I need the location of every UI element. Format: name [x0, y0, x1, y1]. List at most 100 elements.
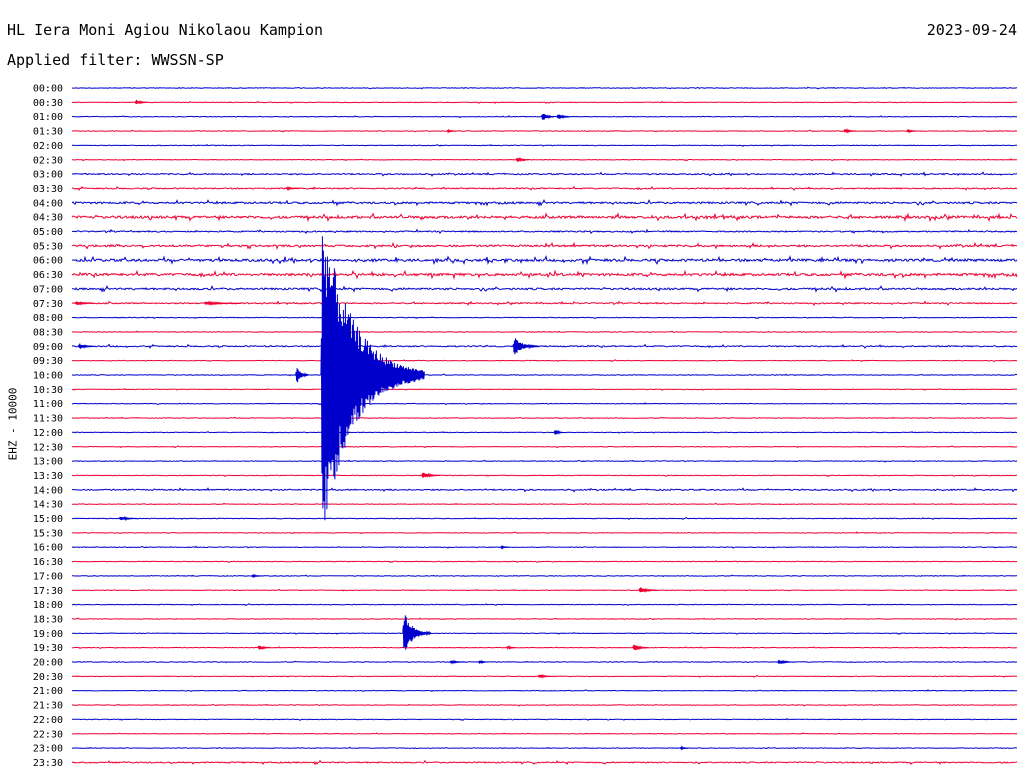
time-label-1700: 17:00	[33, 571, 63, 582]
trace-0630	[71, 269, 1018, 280]
event-2000-24	[449, 659, 466, 665]
time-label-0130: 01:30	[33, 127, 63, 138]
time-label-0100: 01:00	[33, 112, 63, 123]
trace-2300	[71, 746, 1017, 750]
event-2000-26	[777, 659, 794, 665]
event-1200-14	[553, 429, 564, 435]
trace-1200	[71, 430, 1018, 434]
trace-1700	[71, 574, 1017, 578]
trace-1330	[71, 474, 1018, 477]
trace-0000	[71, 86, 1018, 90]
event-0100-1	[540, 113, 555, 120]
trace-0900	[71, 343, 1018, 349]
trace-0700	[71, 285, 1018, 293]
trace-0800	[71, 316, 1017, 320]
trace-1500	[71, 516, 1018, 520]
trace-1730	[71, 588, 1017, 592]
time-label-1230: 12:30	[33, 442, 63, 453]
trace-0530	[71, 241, 1018, 250]
time-label-0800: 08:00	[33, 313, 63, 324]
station-title: HL Iera Moni Agiou Nikolaou Kampion	[7, 21, 324, 39]
trace-0300	[71, 171, 1018, 177]
time-label-1030: 10:30	[33, 385, 63, 396]
event-2030-27	[537, 673, 551, 679]
trace-2100	[71, 689, 1018, 693]
time-label-2200: 22:00	[33, 715, 63, 726]
trace-1800	[71, 603, 1017, 607]
event-1600-17	[500, 544, 510, 550]
trace-0500	[71, 228, 1017, 235]
time-label-1500: 15:00	[33, 514, 63, 525]
trace-1930	[71, 646, 1018, 650]
event-2300-28	[679, 745, 690, 751]
trace-1600	[71, 545, 1018, 549]
trace-1400	[71, 487, 1018, 493]
time-label-1630: 16:30	[33, 557, 63, 568]
time-label-0730: 07:30	[33, 299, 63, 310]
trace-0030	[71, 100, 1018, 104]
time-label-1930: 19:30	[33, 643, 63, 654]
trace-1530	[71, 531, 1018, 535]
trace-2330	[71, 759, 1018, 766]
trace-1130	[71, 416, 1018, 420]
time-label-1100: 11:00	[33, 399, 63, 410]
time-label-0700: 07:00	[33, 284, 63, 295]
event-0130-3	[446, 128, 456, 134]
trace-1030	[71, 388, 1018, 391]
trace-0400	[71, 198, 1018, 207]
time-label-1130: 11:30	[33, 414, 63, 425]
event-0730-8	[74, 300, 94, 306]
trace-1100	[71, 402, 1018, 406]
event-1730-19	[638, 587, 658, 594]
time-label-2130: 21:30	[33, 701, 63, 712]
event-1930-22	[506, 644, 516, 651]
time-label-0330: 03:30	[33, 184, 63, 195]
event-0900-10	[77, 343, 94, 349]
time-label-1530: 15:30	[33, 528, 63, 539]
trace-0600	[71, 254, 1018, 266]
event-0030-0	[134, 99, 148, 105]
trace-0830	[71, 330, 1017, 333]
event-1000-13	[320, 236, 425, 521]
event-1000-12	[295, 368, 309, 383]
event-0130-4	[843, 128, 857, 134]
trace-0200	[71, 143, 1018, 147]
time-label-0200: 02:00	[33, 141, 63, 152]
event-1930-23	[632, 644, 649, 651]
event-1500-16	[118, 515, 138, 522]
time-label-0900: 09:00	[33, 342, 63, 353]
time-label-1600: 16:00	[33, 543, 63, 554]
time-label-2030: 20:30	[33, 672, 63, 683]
trace-1830	[71, 617, 1018, 621]
event-1700-18	[251, 573, 261, 579]
event-0900-11	[512, 338, 539, 355]
trace-2200	[71, 717, 1018, 721]
time-label-0030: 00:30	[33, 98, 63, 109]
event-1900-20	[402, 615, 432, 650]
time-label-2230: 22:30	[33, 729, 63, 740]
event-0100-2	[556, 113, 570, 120]
event-2000-25	[478, 659, 488, 665]
trace-1000	[71, 373, 1018, 377]
date-label: 2023-09-24	[926, 21, 1017, 39]
time-label-1730: 17:30	[33, 586, 63, 597]
time-label-0430: 04:30	[33, 213, 63, 224]
time-label-0830: 08:30	[33, 327, 63, 338]
time-label-2100: 21:00	[33, 686, 63, 697]
time-label-1430: 14:30	[33, 500, 63, 511]
event-1330-15	[421, 472, 441, 479]
time-label-1000: 10:00	[33, 371, 63, 382]
time-label-1300: 13:00	[33, 457, 63, 468]
time-label-0300: 03:00	[33, 170, 63, 181]
time-label-2330: 23:30	[33, 758, 63, 769]
trace-0930	[72, 359, 1018, 363]
trace-1630	[71, 559, 1018, 564]
time-label-2000: 20:00	[33, 658, 63, 669]
time-label-1900: 19:00	[33, 629, 63, 640]
trace-0130	[71, 129, 1018, 133]
filter-label: Applied filter: WWSSN-SP	[7, 51, 224, 69]
trace-0230	[71, 158, 1018, 162]
trace-0330	[71, 185, 1018, 192]
event-1930-21	[257, 645, 271, 651]
